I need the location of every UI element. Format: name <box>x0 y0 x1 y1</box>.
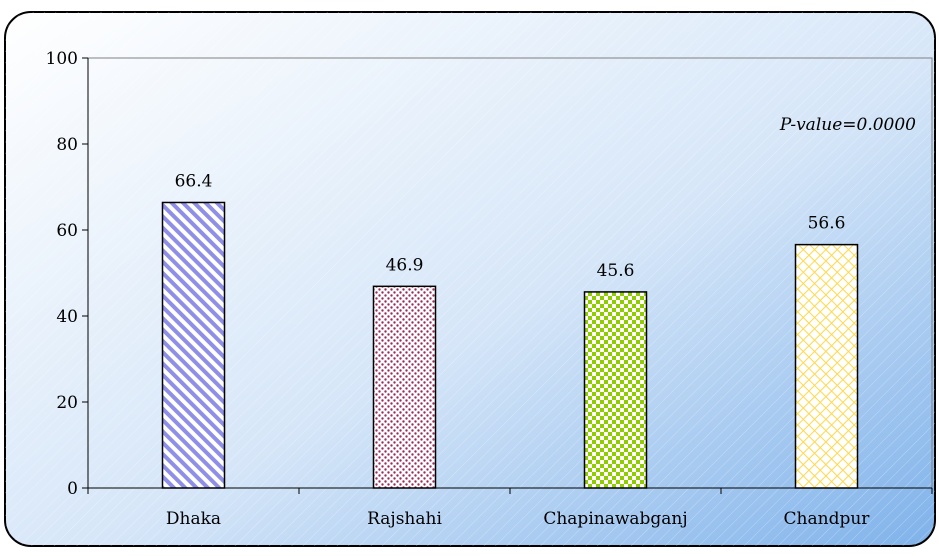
category-label-chapinawabganj: Chapinawabganj <box>543 509 687 529</box>
plot-area-border <box>88 57 933 488</box>
p-value-annotation: P-value=0.0000 <box>779 115 916 135</box>
x-axis-ticks <box>87 488 933 494</box>
category-label-dhaka: Dhaka <box>166 509 221 529</box>
category-labels-group: Dhaka Rajshahi Chapinawabganj Chandpur <box>166 509 870 529</box>
bar-rajshahi <box>372 285 437 489</box>
category-label-chandpur: Chandpur <box>784 509 871 529</box>
y-tick-label: 60 <box>56 221 78 241</box>
bar-chapinawabganj <box>583 291 648 489</box>
bar-chandpur <box>794 243 859 489</box>
chart-background-hatch <box>5 12 935 546</box>
y-tick-label: 100 <box>46 49 78 69</box>
y-tick-label: 40 <box>56 307 78 327</box>
value-label-dhaka: 66.4 <box>175 171 213 191</box>
value-label-chandpur: 56.6 <box>808 214 846 234</box>
category-label-rajshahi: Rajshahi <box>367 509 442 529</box>
y-tick-label: 20 <box>56 393 78 413</box>
y-tick-label: 80 <box>56 135 78 155</box>
value-label-chapinawabganj: 45.6 <box>597 261 635 281</box>
value-labels-group: 66.4 46.9 45.6 56.6 <box>175 171 846 280</box>
bars-group <box>161 201 859 489</box>
y-axis-ticks: 0 20 40 60 80 100 <box>46 49 88 499</box>
value-label-rajshahi: 46.9 <box>386 255 424 275</box>
y-tick-label: 0 <box>67 479 78 499</box>
bar-dhaka <box>161 201 226 489</box>
